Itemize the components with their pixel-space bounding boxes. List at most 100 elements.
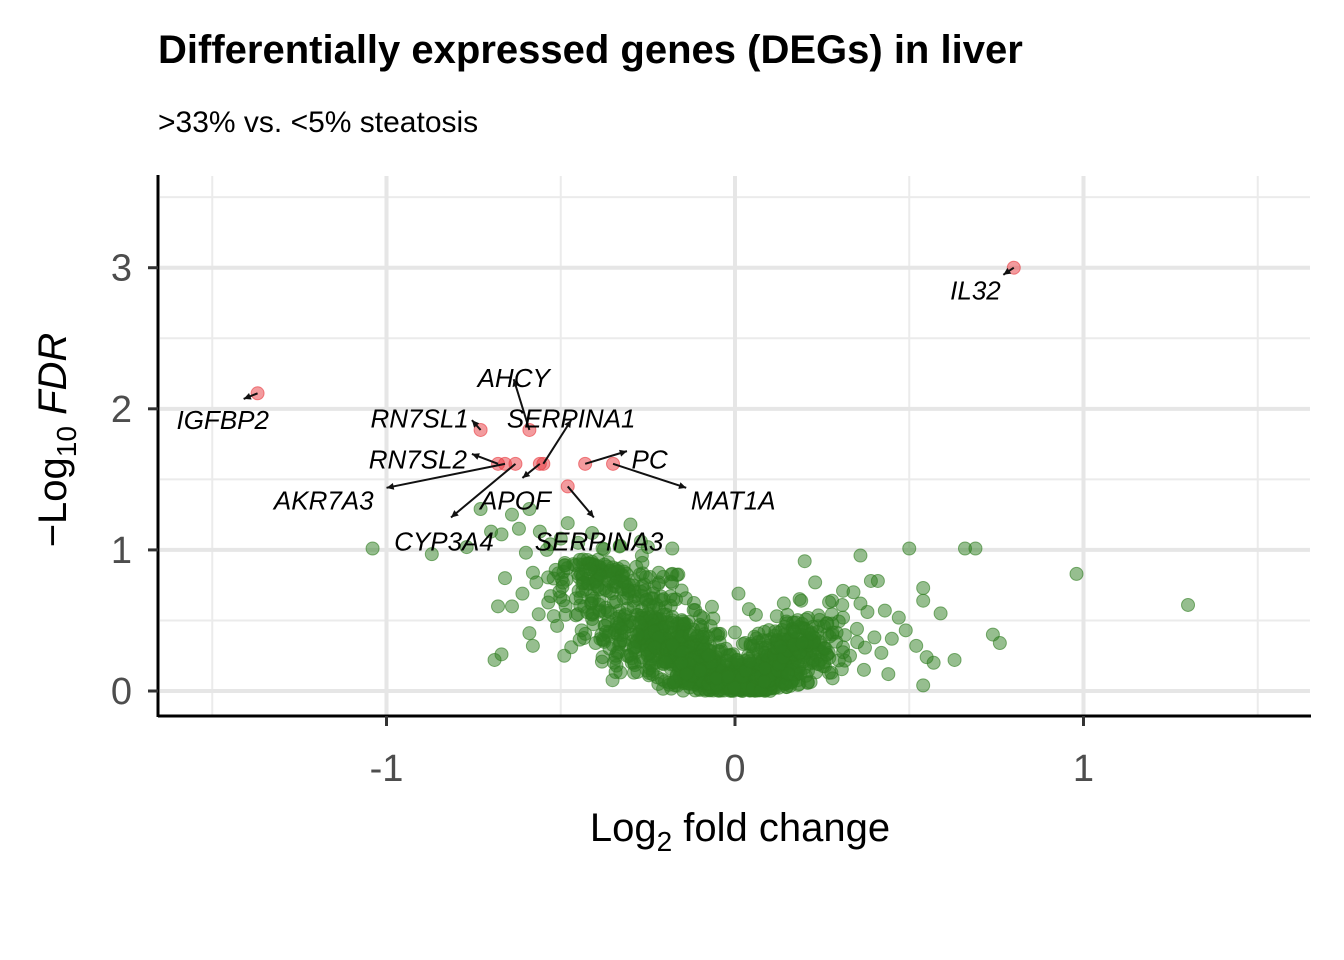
data-point-ns [874, 645, 889, 660]
data-point-ns [1069, 566, 1084, 581]
data-point-ns [902, 541, 917, 556]
data-point-ns [539, 542, 554, 557]
data-point-ns [992, 636, 1007, 651]
gene-label: RN7SL2 [369, 445, 468, 475]
data-point-ns [891, 610, 906, 625]
data-point-ns [850, 635, 865, 650]
label-arrow-line [612, 462, 687, 489]
data-point-ns [632, 615, 647, 630]
axis-ticks: -1 0 1 0 1 2 3 [111, 248, 1094, 790]
data-point-ns [515, 586, 530, 601]
data-point-ns [916, 593, 931, 608]
data-point-ns [665, 637, 680, 652]
data-point-ns [768, 624, 783, 639]
data-point-ns [583, 562, 598, 577]
x-axis-title-subscript: 2 [657, 826, 673, 857]
data-point-ns [571, 535, 586, 550]
label-arrow-line [386, 462, 506, 489]
data-point-ns [576, 575, 591, 590]
data-point-ns [365, 541, 380, 556]
data-point-ns [947, 652, 962, 667]
data-point-ns [629, 559, 644, 574]
data-point-ns [730, 652, 745, 667]
data-point-ns [731, 586, 746, 601]
label-arrow-head [386, 482, 395, 490]
data-point-ns [511, 521, 526, 536]
data-point-ns [679, 667, 694, 682]
gene-label: PC [632, 445, 668, 475]
data-point-ns [909, 638, 924, 653]
data-point-ns [668, 674, 683, 689]
data-point-ns [504, 507, 519, 522]
data-point-ns [693, 663, 708, 678]
y-tick-label: 0 [111, 671, 132, 713]
data-point-ns [491, 599, 506, 614]
data-point-ns [626, 665, 641, 680]
data-point-ns [518, 545, 533, 560]
y-axis-title-subscript: 10 [51, 426, 82, 457]
data-point-ns [727, 680, 742, 695]
label-arrow-head [471, 420, 480, 428]
data-point-ns [623, 517, 638, 532]
data-point-ns [585, 525, 600, 540]
data-point-ns [633, 654, 648, 669]
data-point-ns [522, 626, 537, 641]
data-point-ns [494, 527, 509, 542]
gene-label: RN7SL1 [370, 404, 468, 434]
data-point-ns [574, 623, 589, 638]
data-point-ns [616, 633, 631, 648]
label-arrow-head [678, 482, 687, 489]
data-point-ns [926, 655, 941, 670]
data-point-ns [849, 621, 864, 636]
data-point-ns [709, 671, 724, 686]
label-arrow-line [542, 419, 573, 465]
data-point-ns [585, 612, 600, 627]
data-point-ns [794, 593, 809, 608]
data-point-ns [671, 567, 686, 582]
data-point-ns [884, 631, 899, 646]
data-point-ns [808, 575, 823, 590]
x-tick-label: 0 [724, 748, 745, 790]
data-point-ns [787, 624, 802, 639]
label-arrows [243, 266, 1015, 519]
data-point-ns [811, 657, 826, 672]
data-point-ns [853, 548, 868, 563]
data-point-ns [846, 585, 861, 600]
x-tick-label: 1 [1073, 748, 1094, 790]
data-point-ns [668, 592, 683, 607]
data-point-ns [701, 648, 716, 663]
data-point-ns [836, 610, 851, 625]
data-point-ns [704, 599, 719, 614]
data-point-ns [609, 658, 624, 673]
data-point-ns [1181, 597, 1196, 612]
data-point-ns [550, 618, 565, 633]
data-point-ns [531, 607, 546, 622]
data-point-ns [651, 676, 666, 691]
data-point-ns [794, 635, 809, 650]
label-arrow-line [512, 378, 531, 431]
data-point-ns [870, 573, 885, 588]
x-axis-title-base: Log [590, 806, 657, 850]
data-point-ns [640, 540, 655, 555]
data-point-ns [797, 554, 812, 569]
data-point-ns [757, 674, 772, 689]
label-arrow-head [243, 393, 252, 400]
data-point-ns [835, 598, 850, 613]
gene-label: SERPINA3 [535, 526, 664, 556]
data-point-ns [605, 673, 620, 688]
data-point-ns [825, 671, 840, 686]
data-point-ns [665, 541, 680, 556]
data-point-ns [588, 636, 603, 651]
data-point-ns [498, 571, 512, 586]
gene-label: IL32 [950, 275, 1001, 305]
label-arrow-head [564, 420, 572, 429]
y-axis-title: −Log10 FDR [31, 333, 82, 548]
data-point-ns [742, 654, 757, 669]
data-point-ns [522, 501, 537, 516]
data-point-ns [822, 595, 837, 610]
chart-subtitle: >33% vs. <5% steatosis [158, 106, 479, 139]
data-point-ns [638, 570, 653, 585]
data-point-ns [804, 626, 819, 641]
